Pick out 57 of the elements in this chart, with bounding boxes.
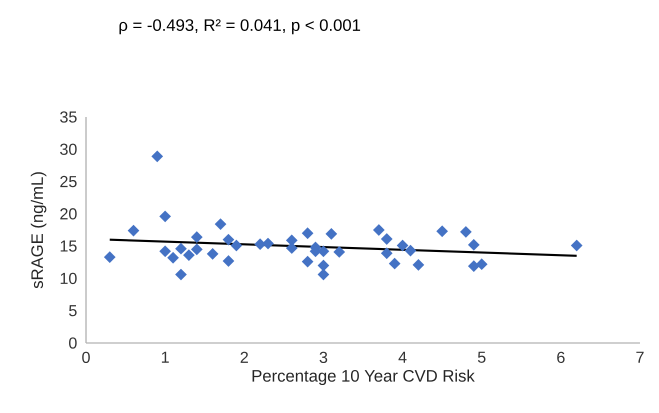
point (230, 240, 242, 252)
y-tick-label: 30 (60, 144, 77, 155)
x-tick-label: 7 (636, 352, 644, 363)
y-tick-label: 5 (69, 305, 77, 316)
x-tick-label: 6 (557, 352, 565, 364)
chart-title: ρ = -0.493, R² = 0.041, p < 0.001 (119, 19, 360, 34)
point (175, 242, 187, 254)
point (183, 249, 195, 261)
point (460, 226, 472, 238)
point (570, 240, 582, 252)
point (254, 238, 266, 250)
point (468, 239, 480, 251)
point (381, 248, 392, 259)
point (396, 240, 408, 252)
y-tick-label: 20 (60, 208, 77, 220)
point (468, 260, 480, 272)
point (159, 210, 171, 222)
point (167, 252, 179, 264)
point (175, 268, 187, 280)
point (436, 226, 448, 238)
point (388, 258, 400, 270)
x-tick-label: 0 (82, 352, 90, 364)
y-tick-label: 25 (60, 176, 77, 188)
y-tick-label: 15 (60, 240, 77, 252)
point (318, 246, 330, 258)
x-tick-label: 5 (478, 352, 486, 363)
x-tick-label: 4 (398, 352, 407, 363)
point (206, 248, 218, 260)
point (326, 228, 338, 240)
point (104, 251, 116, 263)
point (334, 246, 345, 258)
point (302, 256, 314, 268)
y-axis-title: sRAGE (ng/mL) (30, 172, 46, 288)
point (373, 224, 385, 236)
x-tick-label: 3 (320, 352, 328, 364)
point (159, 246, 171, 258)
point (318, 268, 330, 280)
point (191, 244, 203, 256)
point (222, 255, 234, 267)
point (191, 231, 203, 243)
point (151, 150, 163, 162)
point (318, 260, 330, 272)
y-tick-label: 35 (60, 111, 77, 123)
x-tick-label: 1 (162, 352, 169, 363)
point (412, 259, 424, 271)
y-tick-label: 0 (69, 337, 77, 349)
point (214, 218, 226, 230)
point (476, 258, 488, 270)
y-tick-label: 10 (60, 272, 77, 284)
point (262, 238, 274, 250)
point (381, 233, 392, 245)
point (222, 234, 234, 246)
point (404, 244, 416, 256)
point (302, 227, 314, 239)
point (128, 224, 140, 236)
x-axis-title: Percentage 10 Year CVD Risk (252, 370, 475, 386)
x-tick-label: 2 (240, 352, 248, 363)
